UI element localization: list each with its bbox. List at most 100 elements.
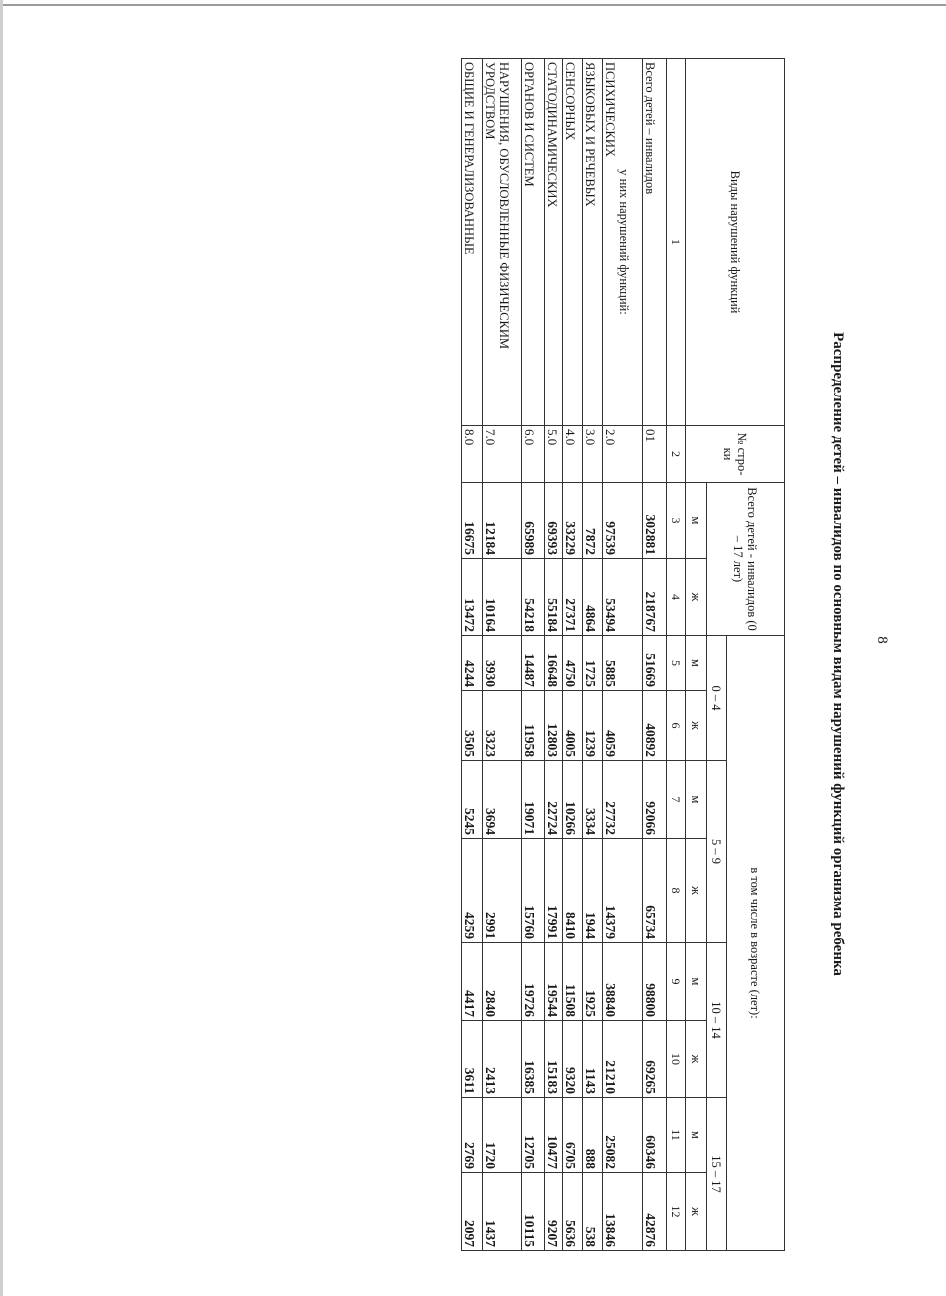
cell-value: 13472 bbox=[461, 558, 483, 636]
cell-value: 1725 bbox=[582, 635, 603, 691]
cell-value: 5245 bbox=[461, 760, 483, 839]
cell-value: 1944 bbox=[582, 838, 603, 943]
page-number: 8 bbox=[874, 636, 890, 644]
row-label-text: ПСИХИЧЕСКИХ bbox=[603, 62, 617, 157]
cell-value: 11958 bbox=[521, 690, 545, 761]
row-label-text: НАРУШЕНИЯ, ОБУСЛОВЛЕННЫЕ ФИЗИЧЕСКИМ УРОД… bbox=[483, 62, 511, 350]
cell-value: 3694 bbox=[482, 760, 522, 839]
header-female: ж bbox=[685, 1172, 707, 1251]
cell-value: 302881 bbox=[642, 482, 667, 559]
row-label: НАРУШЕНИЯ, ОБУСЛОВЛЕННЫЕ ФИЗИЧЕСКИМ УРОД… bbox=[482, 58, 522, 426]
cell-value: 10115 bbox=[521, 1172, 545, 1251]
row-code: 5.0 bbox=[544, 425, 563, 483]
cell-value: 19071 bbox=[521, 760, 545, 839]
cell-value: 12184 bbox=[482, 482, 522, 559]
row-code: 6.0 bbox=[521, 425, 545, 483]
cell-value: 12803 bbox=[544, 690, 563, 761]
cell-value: 2991 bbox=[482, 838, 522, 943]
header-age-groups: в том числе в возрасте (лет): bbox=[726, 635, 785, 1251]
cell-value: 2413 bbox=[482, 1020, 522, 1098]
header-female: ж bbox=[685, 1020, 707, 1098]
cell-value: 8410 bbox=[562, 838, 583, 943]
cell-value: 15183 bbox=[544, 1020, 563, 1098]
cell-value: 4005 bbox=[562, 690, 583, 761]
table-row: у них нарушений функций: ПСИХИЧЕСКИХ 2.0 97… bbox=[602, 58, 643, 1251]
cell-value: 22724 bbox=[544, 760, 563, 839]
table-row: ЯЗЫКОВЫХ И РЕЧЕВЫХ 3.0 7872 4864 1725 1239 333… bbox=[582, 58, 603, 1251]
header-row-no: № стро-ки bbox=[685, 425, 785, 483]
cell-value: 25082 bbox=[602, 1097, 643, 1173]
row-code: 2.0 bbox=[602, 425, 643, 483]
cell-value: 12705 bbox=[521, 1097, 545, 1173]
cell-value: 218767 bbox=[642, 558, 667, 636]
cell-value: 538 bbox=[582, 1172, 603, 1251]
cell-value: 3930 bbox=[482, 635, 522, 691]
row-label-text: ОБЩИЕ И ГЕНЕРАЛИЗОВАННЫЕ bbox=[462, 62, 476, 255]
cell-value: 4750 bbox=[562, 635, 583, 691]
table-row: ОРГАНОВ И СИСТЕМ 6.0 65989 54218 14487 11958 1… bbox=[521, 58, 545, 1251]
column-number: 1 bbox=[666, 58, 686, 426]
row-code: 7.0 bbox=[482, 425, 522, 483]
cell-value: 60346 bbox=[642, 1097, 667, 1173]
cell-value: 17991 bbox=[544, 838, 563, 943]
row-code: 4.0 bbox=[562, 425, 583, 483]
cell-value: 54218 bbox=[521, 558, 545, 636]
cell-value: 53494 bbox=[602, 558, 643, 636]
cell-value: 19726 bbox=[521, 942, 545, 1021]
table-row: СЕНСОРНЫХ 4.0 33229 27371 4750 4005 10266 8410 1… bbox=[562, 58, 583, 1251]
column-number: 12 bbox=[666, 1172, 686, 1251]
row-sublabel: у них нарушений функций: bbox=[617, 169, 631, 315]
header-male: м bbox=[685, 942, 707, 1021]
row-label-text: СЕНСОРНЫХ bbox=[563, 62, 577, 141]
cell-value: 1925 bbox=[582, 942, 603, 1021]
row-label: ОБЩИЕ И ГЕНЕРАЛИЗОВАННЫЕ bbox=[461, 58, 483, 426]
column-number: 10 bbox=[666, 1020, 686, 1098]
row-label-text: СТАТОДИНАМИЧЕСКИХ bbox=[545, 62, 559, 208]
header-age-15-17: 15 – 17 bbox=[706, 1097, 727, 1251]
header-male: м bbox=[685, 760, 707, 839]
column-number: 7 bbox=[666, 760, 686, 839]
cell-value: 19544 bbox=[544, 942, 563, 1021]
cell-value: 4244 bbox=[461, 635, 483, 691]
header-male: м bbox=[685, 1097, 707, 1173]
row-code: 8.0 bbox=[461, 425, 483, 483]
cell-value: 3334 bbox=[582, 760, 603, 839]
header-male: м bbox=[685, 635, 707, 691]
column-number: 4 bbox=[666, 558, 686, 636]
row-label: СТАТОДИНАМИЧЕСКИХ bbox=[544, 58, 563, 426]
cell-value: 1143 bbox=[582, 1020, 603, 1098]
cell-value: 3505 bbox=[461, 690, 483, 761]
cell-value: 42876 bbox=[642, 1172, 667, 1251]
table-row: ОБЩИЕ И ГЕНЕРАЛИЗОВАННЫЕ 8.0 16675 13472 424… bbox=[461, 58, 483, 1251]
column-number: 9 bbox=[666, 942, 686, 1021]
header-male: м bbox=[685, 482, 707, 559]
header-female: ж bbox=[685, 838, 707, 943]
row-label: Всего детей – инвалидов bbox=[642, 58, 667, 426]
cell-value: 92066 bbox=[642, 760, 667, 839]
row-label-text: ЯЗЫКОВЫХ И РЕЧЕВЫХ bbox=[583, 62, 597, 207]
cell-value: 5636 bbox=[562, 1172, 583, 1251]
cell-value: 4864 bbox=[582, 558, 603, 636]
cell-value: 9320 bbox=[562, 1020, 583, 1098]
table-row: Всего детей – инвалидов 01 302881 218767 516… bbox=[642, 58, 667, 1251]
cell-value: 33229 bbox=[562, 482, 583, 559]
cell-value: 888 bbox=[582, 1097, 603, 1173]
cell-value: 11508 bbox=[562, 942, 583, 1021]
cell-value: 4259 bbox=[461, 838, 483, 943]
cell-value: 4059 bbox=[602, 690, 643, 761]
column-number: 5 bbox=[666, 635, 686, 691]
cell-value: 69265 bbox=[642, 1020, 667, 1098]
cell-value: 1720 bbox=[482, 1097, 522, 1173]
cell-value: 97539 bbox=[602, 482, 643, 559]
row-code: 3.0 bbox=[582, 425, 603, 483]
cell-value: 5885 bbox=[602, 635, 643, 691]
cell-value: 2769 bbox=[461, 1097, 483, 1173]
cell-value: 55184 bbox=[544, 558, 563, 636]
row-label-text: Всего детей – инвалидов bbox=[643, 62, 657, 195]
column-number: 8 bbox=[666, 838, 686, 943]
header-total: Всего детей - инвалидов (0 – 17 лет) bbox=[706, 482, 785, 636]
cell-value: 6705 bbox=[562, 1097, 583, 1173]
column-number: 6 bbox=[666, 690, 686, 761]
cell-value: 15760 bbox=[521, 838, 545, 943]
